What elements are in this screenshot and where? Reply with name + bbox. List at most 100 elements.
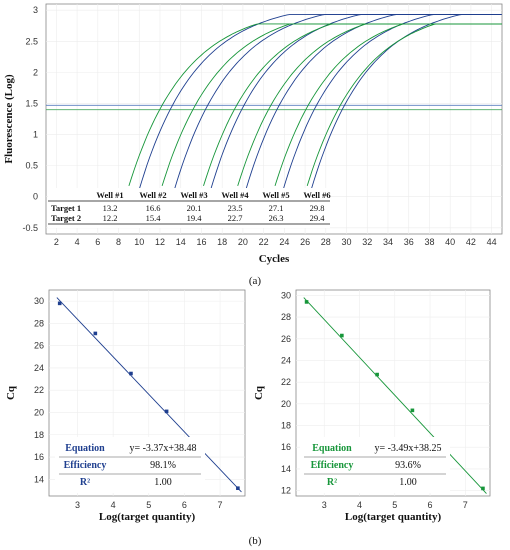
stats-value: y= -3.37x+38.48: [129, 443, 196, 454]
stats-label: Equation: [312, 443, 352, 454]
y-tick-label: 16: [281, 442, 291, 452]
table-cell: 19.4: [187, 213, 203, 223]
table-cell: 22.7: [228, 213, 243, 223]
table-cell: 20.1: [187, 203, 202, 213]
data-point: [410, 408, 415, 413]
x-tick-label: 18: [217, 237, 227, 247]
y-axis-label: Cq: [253, 385, 265, 400]
stats-value: 1.00: [399, 477, 417, 488]
table-header: Well #3: [180, 190, 207, 200]
stats-label: Efficiency: [64, 460, 107, 471]
y-tick-label: 2: [33, 67, 38, 77]
y-tick-label: 20: [281, 399, 291, 409]
stats-background: [300, 437, 450, 493]
x-tick-label: 38: [424, 237, 434, 247]
table-header: Well #2: [139, 190, 166, 200]
x-tick-label: 26: [300, 237, 310, 247]
table-cell: 15.4: [146, 213, 162, 223]
data-point: [304, 300, 309, 304]
x-tick-label: 8: [116, 237, 121, 247]
table-header: Well #1: [96, 190, 123, 200]
stats-label: Equation: [65, 443, 105, 454]
table-header: Well #6: [303, 190, 330, 200]
table-row-label: Target 1: [51, 203, 81, 213]
stats-value: 1.00: [154, 477, 172, 488]
table-cell: 29.4: [310, 213, 326, 223]
y-axis-label: Cq: [5, 385, 17, 400]
x-axis-label: Log(target quantity): [99, 511, 196, 523]
x-tick-label: 42: [466, 237, 476, 247]
x-tick-label: 3: [75, 500, 80, 510]
table-cell: 13.2: [103, 203, 118, 213]
axis-ticks: 3 4 5 6 7 14 16 18 20 22 24 26 28 30: [34, 296, 223, 510]
x-tick-label: 10: [134, 237, 144, 247]
table-cell: 23.5: [228, 203, 243, 213]
axis-ticks: 3 4 5 6 7 12 14 16 18 20 22 24 26 28 30: [281, 290, 468, 510]
x-tick-label: 44: [487, 237, 497, 247]
x-tick-label: 4: [75, 237, 80, 247]
data-point: [93, 331, 98, 336]
fit-line: [56, 297, 242, 493]
y-tick-label: 22: [34, 385, 44, 395]
x-tick-label: 5: [146, 500, 151, 510]
y-tick-label: 2.5: [25, 36, 38, 46]
y-tick-label: 0.5: [25, 161, 38, 171]
x-tick-label: 34: [383, 237, 393, 247]
x-tick-label: 6: [428, 500, 433, 510]
x-tick-label: 24: [279, 237, 289, 247]
table-cell: 12.2: [103, 213, 118, 223]
x-tick-label: 6: [95, 237, 100, 247]
y-tick-label: 1.5: [25, 98, 38, 108]
x-axis-label: Cycles: [259, 253, 290, 265]
data-point: [340, 333, 344, 338]
y-tick-label: 24: [281, 355, 291, 365]
y-tick-label: 0: [33, 192, 38, 202]
y-tick-label: 14: [281, 464, 291, 474]
y-tick-label: 26: [281, 334, 291, 344]
fit-line: [303, 297, 487, 494]
table-background: [48, 188, 330, 228]
stats-value: 93.6%: [395, 460, 421, 471]
y-tick-label: -0.5: [22, 223, 38, 233]
x-tick-label: 7: [463, 500, 468, 510]
stats-value: y= -3.49x+38.25: [374, 443, 441, 454]
table-cell: 27.1: [269, 203, 284, 213]
caption-b: (b): [249, 535, 262, 547]
y-axis-label: Fluorescence (Log): [3, 74, 15, 164]
x-tick-label: 2: [54, 237, 59, 247]
x-tick-label: 4: [357, 500, 362, 510]
amplification-curves: [128, 14, 502, 190]
y-tick-label: 30: [34, 296, 44, 306]
x-tick-label: 30: [342, 237, 352, 247]
y-tick-label: 16: [34, 452, 44, 462]
y-tick-label: 1: [33, 130, 38, 140]
data-point: [236, 486, 240, 491]
x-tick-label: 32: [362, 237, 372, 247]
x-axis-label: Log(target quantity): [345, 511, 442, 523]
y-tick-label: 26: [34, 341, 44, 351]
y-tick-label: 30: [281, 290, 291, 300]
data-point: [481, 486, 485, 491]
cq-table: Well #1 Well #2 Well #3 Well #4 Well #5 Well …: [48, 188, 331, 228]
y-tick-label: 28: [34, 318, 44, 328]
x-tick-label: 36: [404, 237, 414, 247]
x-tick-label: 14: [176, 237, 186, 247]
amplification-plot: 2 4 6 8 10 12 14 16 18 20 22 24 26 28 30 32 34 36 38 40 42 44…: [3, 3, 503, 287]
axis-ticks: 2 4 6 8 10 12 14 16 18 20 22 24 26 28 30 32 34 36 38 40 42 44…: [22, 5, 496, 247]
x-tick-label: 7: [218, 500, 223, 510]
regression-line: [56, 297, 242, 493]
table-row-label: Target 2: [51, 213, 81, 223]
y-tick-label: 24: [34, 363, 44, 373]
table-cell: 16.6: [146, 203, 161, 213]
data-point: [164, 409, 169, 414]
x-tick-label: 4: [111, 500, 116, 510]
table-header: Well #5: [262, 190, 289, 200]
regression-stats: Equation y= -3.37x+38.48 Efficiency 98.1% R²…: [55, 437, 205, 493]
standard-curve-target-1: 3 4 5 6 7 14 16 18 20 22 24 26 28 30 Equation y= -3.37…: [5, 289, 246, 523]
x-tick-label: 5: [392, 500, 397, 510]
amplification-curve: [306, 23, 502, 187]
stats-value: 98.1%: [150, 460, 176, 471]
threshold-lines: [46, 104, 502, 111]
y-tick-label: 3: [33, 5, 38, 15]
